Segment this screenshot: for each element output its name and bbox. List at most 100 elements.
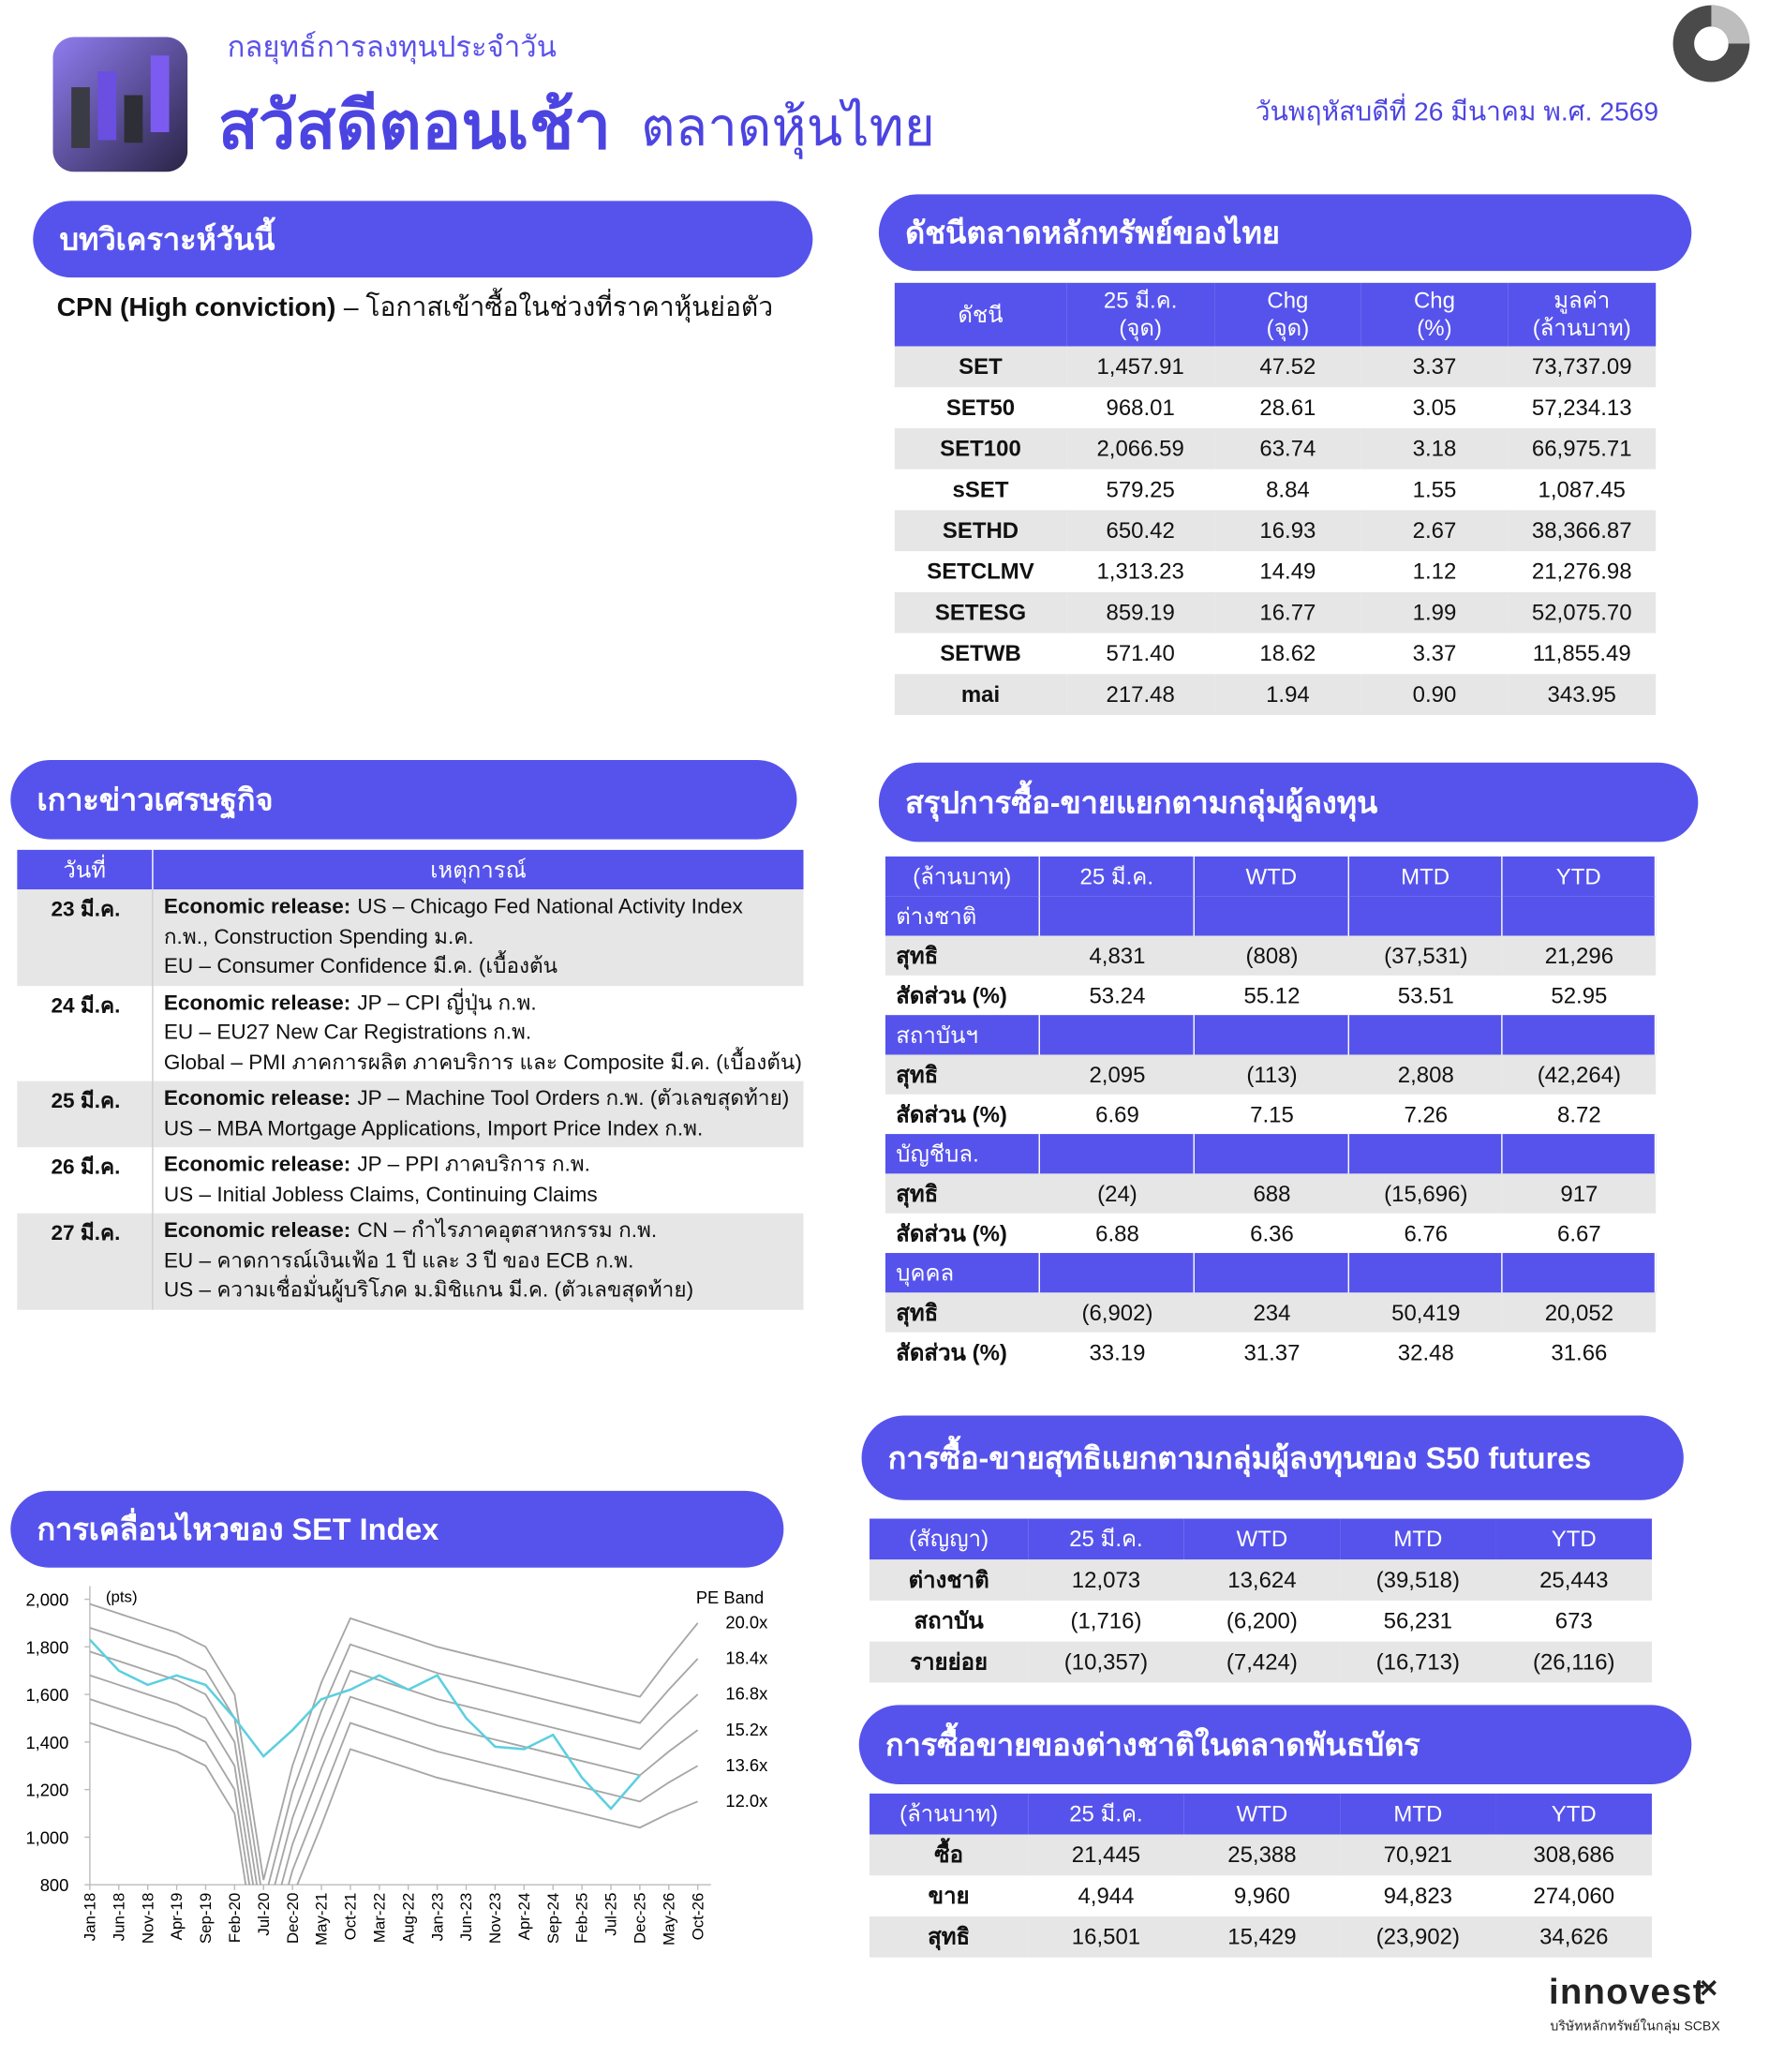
event-line: US – MBA Mortgage Applications, Import P… bbox=[164, 1115, 804, 1145]
table-cell: ขาย bbox=[928, 1883, 970, 1909]
table-cell: WTD bbox=[1183, 1793, 1341, 1835]
event-line: EU – Consumer Confidence มี.ค. (เบื้องต้… bbox=[164, 953, 804, 983]
table-cell bbox=[1194, 1134, 1349, 1174]
event-text: EU – คาดการณ์เงินเฟ้อ 1 ปี และ 3 ปี ของ … bbox=[163, 1249, 634, 1273]
table-cell: mai bbox=[894, 674, 1067, 716]
table-cell: 70,921 bbox=[1340, 1834, 1496, 1876]
table-cell bbox=[1194, 1253, 1349, 1293]
table-cell: Chg (%) bbox=[1360, 282, 1509, 347]
x-tick-label: Nov-18 bbox=[139, 1893, 156, 1945]
table-cell: (23,902) bbox=[1340, 1916, 1496, 1958]
event-line: US – Initial Jobless Claims, Continuing … bbox=[164, 1181, 804, 1211]
table-cell: SETESG bbox=[894, 591, 1067, 634]
table-cell: เหตุการณ์ bbox=[153, 849, 804, 890]
table-cell: (7,424) bbox=[1183, 1641, 1341, 1683]
event-line: Economic release: JP – PPI ภาคบริการ ก.พ. bbox=[164, 1151, 804, 1181]
column-header: มูลค่า bbox=[1554, 288, 1611, 314]
event-cell: Economic release: JP – Machine Tool Order… bbox=[153, 1081, 804, 1148]
section-heading: การซื้อ-ขายสุทธิแยกตามกลุ่มผู้ลงทุนของ S… bbox=[861, 1415, 1684, 1500]
table-cell: 13,624 bbox=[1183, 1559, 1341, 1601]
table-cell bbox=[1502, 896, 1657, 936]
table-cell bbox=[1502, 1134, 1657, 1174]
x-tick-label: Jul-20 bbox=[255, 1893, 273, 1936]
event-label: Economic release: bbox=[163, 991, 351, 1015]
table-cell: 11,855.49 bbox=[1532, 641, 1631, 666]
table-cell: 571.40 bbox=[1106, 641, 1175, 666]
x-tick-label: Mar-22 bbox=[370, 1893, 388, 1944]
x-tick-label: Feb-20 bbox=[226, 1893, 244, 1944]
event-label: Economic release: bbox=[163, 896, 351, 919]
event-text: JP – CPI ญี่ปุ่น ก.พ. bbox=[357, 991, 537, 1015]
table-cell: สุทธิ bbox=[885, 1292, 1040, 1333]
table-cell: 859.19 bbox=[1066, 591, 1215, 634]
table-cell: 8.84 bbox=[1266, 477, 1310, 502]
pe-band-label: 13.6x bbox=[725, 1755, 767, 1775]
table-cell: 8.72 bbox=[1557, 1101, 1601, 1127]
table-cell: SET50 bbox=[945, 395, 1016, 421]
pe-band-line bbox=[89, 1627, 699, 1886]
table-cell: วันที่ bbox=[17, 849, 154, 890]
pe-band-label: 12.0x bbox=[725, 1791, 767, 1811]
event-text: US – Chicago Fed National Activity Index bbox=[357, 896, 743, 919]
event-line: Economic release: JP – CPI ญี่ปุ่น ก.พ. bbox=[164, 990, 804, 1020]
table-cell: สัดส่วน (%) bbox=[896, 1101, 1007, 1127]
pe-band-line bbox=[89, 1698, 699, 1886]
pe-band-line bbox=[89, 1602, 699, 1881]
table-cell: (6,200) bbox=[1226, 1608, 1298, 1634]
y-tick-label: 1,000 bbox=[25, 1827, 68, 1847]
table-cell bbox=[1348, 1134, 1503, 1174]
table-cell: 6.36 bbox=[1250, 1220, 1294, 1246]
table-cell bbox=[1039, 896, 1195, 936]
event-text: US – Initial Jobless Claims, Continuing … bbox=[163, 1183, 598, 1206]
table-cell: SETWB bbox=[940, 641, 1021, 666]
pe-band-label: 20.0x bbox=[725, 1613, 767, 1632]
table-cell: MTD bbox=[1340, 1793, 1496, 1835]
section-heading: การเคลื่อนไหวของ SET Index bbox=[10, 1490, 784, 1568]
analysis-text: CPN (High conviction) – โอกาสเข้าซื้อในช่… bbox=[57, 286, 773, 328]
x-tick-label: Oct-21 bbox=[342, 1893, 360, 1941]
table-cell: YTD bbox=[1502, 856, 1657, 897]
event-cell: Economic release: JP – CPI ญี่ปุ่น ก.พ. EU… bbox=[154, 985, 804, 1081]
table-cell: 3.18 bbox=[1360, 427, 1509, 470]
y-tick-label: 1,800 bbox=[25, 1637, 68, 1657]
date-cell: 26 มี.ค. bbox=[17, 1147, 154, 1214]
table-cell: สถาบัน bbox=[914, 1608, 984, 1634]
table-cell: (39,518) bbox=[1340, 1559, 1496, 1601]
table-cell: 650.42 bbox=[1066, 510, 1215, 552]
event-line: Economic release: US – Chicago Fed Nation… bbox=[164, 893, 804, 923]
table-cell: (26,116) bbox=[1495, 1641, 1652, 1683]
y-axis-label: (pts) bbox=[106, 1588, 138, 1605]
table-cell: ดัชนี bbox=[894, 282, 1067, 347]
event-line: Economic release: JP – Machine Tool Order… bbox=[164, 1085, 804, 1115]
table-cell: 9,960 bbox=[1233, 1883, 1290, 1909]
corner-logo bbox=[1672, 5, 1750, 82]
table-cell: 6.67 bbox=[1557, 1220, 1601, 1246]
y-tick-label: 2,000 bbox=[25, 1590, 68, 1610]
table-cell: ต่างชาติ bbox=[885, 896, 1040, 936]
y-tick-label: 1,400 bbox=[25, 1733, 68, 1752]
table-cell: 21,296 bbox=[1502, 935, 1657, 976]
table-cell: WTD bbox=[1183, 1518, 1341, 1560]
x-tick-label: May-26 bbox=[660, 1893, 677, 1945]
event-cell: Economic release: JP – PPI ภาคบริการ ก.พ.… bbox=[154, 1147, 804, 1214]
x-tick-label: Sep-24 bbox=[544, 1893, 562, 1945]
table-cell: สถาบันฯ bbox=[885, 1015, 1040, 1055]
x-tick-label: Aug-22 bbox=[399, 1893, 417, 1945]
logo-tagline: บริษัทหลักทรัพย์ในกลุ่ม SCBX bbox=[1550, 2020, 1720, 2035]
table-cell: 16,501 bbox=[1028, 1916, 1184, 1958]
section-heading: บทวิเคราะห์วันนี้ bbox=[33, 201, 813, 278]
table-cell: (808) bbox=[1194, 935, 1349, 976]
event-text: EU – EU27 New Car Registrations ก.พ. bbox=[163, 1021, 532, 1045]
table-cell: sSET bbox=[952, 477, 1009, 502]
table-cell: 12,073 bbox=[1028, 1559, 1184, 1601]
table-cell: 94,823 bbox=[1383, 1883, 1452, 1909]
event-label: Economic release: bbox=[163, 1087, 351, 1111]
table-cell bbox=[1039, 1134, 1195, 1174]
table-cell: 6.76 bbox=[1404, 1220, 1449, 1246]
table-cell: 234 bbox=[1194, 1292, 1349, 1333]
event-line: EU – EU27 New Car Registrations ก.พ. bbox=[164, 1019, 804, 1049]
table-cell: (24) bbox=[1039, 1173, 1195, 1214]
table-cell: 52,075.70 bbox=[1508, 591, 1657, 634]
table-cell: 2,095 bbox=[1039, 1054, 1195, 1095]
